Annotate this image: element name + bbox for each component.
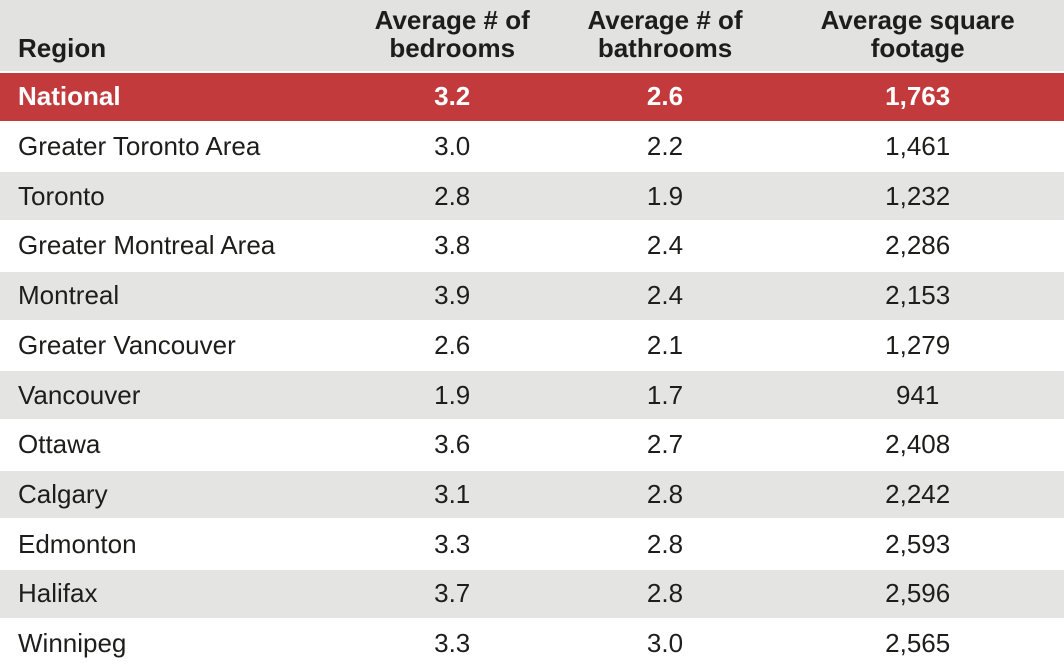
bedrooms-cell: 3.2	[345, 72, 559, 122]
table-row: Montreal 3.9 2.4 2,153	[0, 270, 1064, 321]
table-row: Ottawa 3.6 2.7 2,408	[0, 419, 1064, 470]
square-footage-cell: 2,565	[771, 618, 1064, 667]
table-row: Halifax 3.7 2.8 2,596	[0, 569, 1064, 619]
square-footage-cell: 2,286	[771, 221, 1064, 271]
bathrooms-cell: 2.8	[558, 519, 772, 570]
region-cell: Halifax	[0, 569, 346, 619]
table-row-national: National 3.2 2.6 1,763	[0, 72, 1064, 122]
square-footage-cell: 2,593	[771, 519, 1064, 570]
column-header-average-bedrooms: Average # of bedrooms	[345, 0, 559, 72]
bathrooms-cell: 2.4	[558, 221, 772, 271]
bedrooms-cell: 3.0	[345, 121, 559, 172]
square-footage-cell: 941	[771, 370, 1064, 420]
bathrooms-cell: 2.2	[558, 121, 772, 172]
table-body: National 3.2 2.6 1,763 Greater Toronto Area 3…	[0, 72, 1064, 667]
region-cell: Greater Toronto Area	[0, 121, 346, 172]
table-row: Edmonton 3.3 2.8 2,593	[0, 519, 1064, 570]
square-footage-cell: 1,461	[771, 121, 1064, 172]
table-row: Toronto 2.8 1.9 1,232	[0, 171, 1064, 222]
square-footage-cell: 1,763	[771, 72, 1064, 122]
bathrooms-cell: 2.8	[558, 569, 772, 619]
bathrooms-cell: 2.4	[558, 270, 772, 321]
bedrooms-cell: 1.9	[345, 370, 559, 420]
bedrooms-cell: 3.3	[345, 618, 559, 667]
bedrooms-cell: 2.6	[345, 320, 559, 371]
square-footage-cell: 2,153	[771, 270, 1064, 321]
table-row: Vancouver 1.9 1.7 941	[0, 370, 1064, 420]
table-row: Calgary 3.1 2.8 2,242	[0, 469, 1064, 520]
bathrooms-cell: 1.9	[558, 171, 772, 222]
bedrooms-cell: 3.6	[345, 419, 559, 470]
column-header-region: Region	[0, 0, 346, 72]
square-footage-cell: 1,279	[771, 320, 1064, 371]
table-row: Greater Montreal Area 3.8 2.4 2,286	[0, 221, 1064, 271]
region-cell: Greater Vancouver	[0, 320, 346, 371]
square-footage-cell: 1,232	[771, 171, 1064, 222]
table-row: Greater Toronto Area 3.0 2.2 1,461	[0, 121, 1064, 172]
table-row: Greater Vancouver 2.6 2.1 1,279	[0, 320, 1064, 371]
region-cell: Montreal	[0, 270, 346, 321]
region-cell: Vancouver	[0, 370, 346, 420]
region-cell: National	[0, 72, 346, 122]
square-footage-cell: 2,596	[771, 569, 1064, 619]
region-cell: Ottawa	[0, 419, 346, 470]
column-header-average-square-footage: Average square footage	[771, 0, 1064, 72]
region-cell: Toronto	[0, 171, 346, 222]
region-cell: Winnipeg	[0, 618, 346, 667]
bedrooms-cell: 3.7	[345, 569, 559, 619]
header-row: Region Average # of bedrooms Average # o…	[0, 0, 1064, 72]
bedrooms-cell: 2.8	[345, 171, 559, 222]
bedrooms-cell: 3.9	[345, 270, 559, 321]
bathrooms-cell: 2.1	[558, 320, 772, 371]
column-header-average-bathrooms: Average # of bathrooms	[558, 0, 772, 72]
square-footage-cell: 2,408	[771, 419, 1064, 470]
square-footage-cell: 2,242	[771, 469, 1064, 520]
region-cell: Calgary	[0, 469, 346, 520]
bedrooms-cell: 3.8	[345, 221, 559, 271]
bathrooms-cell: 2.6	[558, 72, 772, 122]
table-row: Winnipeg 3.3 3.0 2,565	[0, 618, 1064, 667]
bathrooms-cell: 3.0	[558, 618, 772, 667]
bathrooms-cell: 2.8	[558, 469, 772, 520]
bedrooms-cell: 3.3	[345, 519, 559, 570]
region-cell: Greater Montreal Area	[0, 221, 346, 271]
bedrooms-cell: 3.1	[345, 469, 559, 520]
region-cell: Edmonton	[0, 519, 346, 570]
bathrooms-cell: 1.7	[558, 370, 772, 420]
bathrooms-cell: 2.7	[558, 419, 772, 470]
